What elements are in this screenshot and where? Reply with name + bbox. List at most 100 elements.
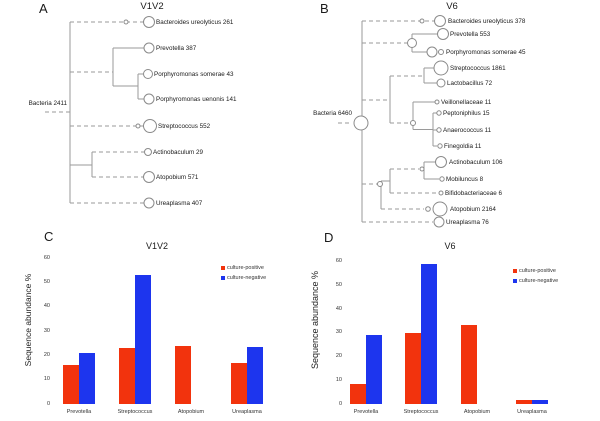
- tree-a-leaf-circle-actinobaculum: [144, 148, 152, 156]
- bar-culture-positive-atopobium: [175, 345, 191, 404]
- legend-label: culture-positive: [227, 265, 264, 271]
- panel-letter-c: C: [44, 229, 54, 244]
- bar-culture-positive-streptococcus: [119, 348, 135, 404]
- tree-b-leaf-circle-mobiluncus: [439, 176, 445, 182]
- x-category-label: Prevotella: [66, 409, 92, 415]
- tree-b-leaf-label: Actinobaculum 106: [449, 159, 503, 166]
- legend-item-culture-positive: culture-positive: [513, 268, 558, 274]
- tree-a-leaf-circle-porphyromonas-uenonis: [143, 93, 155, 105]
- bar-culture-negative-prevotella: [366, 335, 382, 404]
- panel-letter-a: A: [39, 1, 48, 16]
- tree-b-inner-node-circle: [419, 166, 425, 172]
- tree-b-inner-node-circle: [377, 181, 383, 187]
- tree-b-leaf-circle-porphyromonas: [426, 46, 438, 58]
- phylogenetic-trees-svg: Bacteria 2411 Bacteroides ureolyticus 26…: [29, 15, 526, 228]
- tree-a-dashed-edges: [45, 21, 144, 204]
- tree-b-leaf-label: Veillonellaceae 11: [441, 99, 492, 106]
- tree-a-leaf-circle-ureaplasma: [143, 197, 155, 209]
- y-tick-label: 50: [43, 278, 50, 285]
- x-category-label: Prevotella: [353, 409, 379, 415]
- legend-item-culture-positive: culture-positive: [221, 265, 266, 271]
- bar-culture-negative-streptococcus: [421, 264, 437, 404]
- panel-b-title: V6: [446, 1, 458, 12]
- bar-culture-positive-atopobium: [461, 324, 477, 404]
- y-tick-label: 60: [43, 254, 50, 261]
- x-category-label: Streptococcus: [403, 409, 439, 415]
- y-tick-label: 10: [43, 376, 50, 383]
- x-category-label: Streptococcus: [117, 409, 153, 415]
- legend-swatch-red: [221, 266, 225, 270]
- tree-b-leaf-circle-bacteroides: [434, 15, 446, 27]
- tree-b-leaf-circle-lactobacillus: [436, 78, 446, 88]
- legend-label: culture-negative: [227, 275, 267, 281]
- x-category-label: Atopobium: [177, 409, 205, 415]
- tree-b-leaf-circle-ureaplasma: [433, 216, 445, 228]
- chart-c-legend: culture-positive culture-negative: [221, 265, 266, 285]
- y-tick-label: 0: [46, 400, 50, 407]
- bar-culture-positive-ureaplasma: [516, 400, 532, 404]
- tree-b-leaf-label: Ureaplasma 76: [446, 219, 489, 226]
- tree-a-leaf-circle-bacteroides: [143, 16, 155, 28]
- tree-a-leaf-label: Porphyromonas uenonis 141: [156, 96, 237, 103]
- tree-a-leaf-circle-streptococcus: [143, 119, 157, 133]
- chart-c-title: V1V2: [145, 241, 169, 251]
- panel-letter-d: D: [324, 230, 334, 245]
- legend-item-culture-negative: culture-negative: [221, 275, 266, 281]
- bar-culture-negative-ureaplasma: [247, 346, 263, 404]
- tree-b-root-label: Bacteria 6460: [313, 110, 352, 117]
- x-category-label: Ureaplasma: [517, 409, 547, 415]
- tree-a-leaf-label: Actinobaculum 29: [153, 149, 204, 156]
- tree-a-leaf-label: Bacteroides ureolyticus 261: [156, 19, 234, 26]
- tree-a-leaf-label: Streptococcus 552: [158, 123, 211, 130]
- tree-a-solid-edges: [69, 22, 144, 203]
- y-tick-label: 40: [335, 305, 342, 312]
- tree-b-leaf-label: Anaerococcus 11: [443, 127, 492, 134]
- tree-b-leaf-label: Peptoniphilus 15: [443, 110, 490, 117]
- tree-b-inner-node-circle: [407, 38, 417, 48]
- bar-culture-negative-ureaplasma: [532, 400, 548, 404]
- tree-b-inner-node-circle: [419, 18, 425, 24]
- chart-d-legend: culture-positive culture-negative: [513, 268, 558, 288]
- y-tick-label: 30: [335, 329, 342, 336]
- tree-b-inner-node-circle: [438, 49, 444, 55]
- tree-b-leaf-circle-peptoniphilus: [436, 110, 442, 116]
- tree-b-inner-node-circle: [425, 206, 431, 212]
- tree-a-leaf-label: Ureaplasma 407: [156, 200, 203, 207]
- legend-swatch-red: [513, 269, 517, 273]
- y-tick-label: 20: [43, 351, 50, 358]
- tree-b-leaf-label: Bacteroides ureolyticus 378: [448, 18, 526, 25]
- tree-a-leaf-label: Atopobium 571: [156, 174, 199, 181]
- legend-item-culture-negative: culture-negative: [513, 278, 558, 284]
- bar-culture-negative-streptococcus: [135, 275, 151, 404]
- tree-b-leaf-label: Mobiluncus 8: [446, 176, 484, 183]
- tree-b-leaf-label: Atopobium 2164: [450, 206, 496, 213]
- y-tick-label: 50: [335, 282, 342, 289]
- x-category-label: Atopobium: [463, 409, 491, 415]
- tree-b-leaf-circle-finegoldia: [437, 143, 443, 149]
- bar-culture-positive-streptococcus: [405, 332, 421, 404]
- bar-chart-v6: V6 Sequence abundance % culture-positive…: [300, 232, 600, 421]
- y-tick-label: 40: [43, 303, 50, 310]
- tree-b-leaf-circle-veillonellaceae: [434, 99, 440, 105]
- tree-b-leaf-label: Streptococcus 1861: [450, 65, 506, 72]
- legend-label: culture-positive: [519, 268, 556, 274]
- tree-a-leaf-circle-porphyromonas-somerae: [143, 69, 153, 79]
- chart-d-y-axis-label: Sequence abundance %: [310, 270, 320, 370]
- y-tick-label: 20: [335, 353, 342, 360]
- tree-b-leaf-circle-prevotella: [437, 28, 449, 40]
- tree-b-leaf-label: Bifidobacteriaceae 6: [445, 190, 503, 197]
- x-category-label: Ureaplasma: [232, 409, 262, 415]
- tree-a-inner-node-circle: [135, 123, 141, 129]
- bar-culture-positive-prevotella: [63, 365, 79, 404]
- chart-d-title: V6: [444, 241, 456, 251]
- y-tick-label: 60: [335, 258, 342, 265]
- legend-label: culture-negative: [519, 278, 559, 284]
- panel-letter-b: B: [320, 1, 329, 16]
- tree-b-dashed-edges: [338, 20, 438, 223]
- y-tick-label: 10: [335, 376, 342, 383]
- bar-chart-v1v2: V1V2 Sequence abundance % culture-positi…: [0, 232, 300, 421]
- tree-b-inner-node-circle: [410, 120, 416, 126]
- tree-b-leaf-label: Prevotella 553: [450, 31, 491, 38]
- tree-b-leaf-circle-bifidobacteriaceae: [438, 190, 444, 196]
